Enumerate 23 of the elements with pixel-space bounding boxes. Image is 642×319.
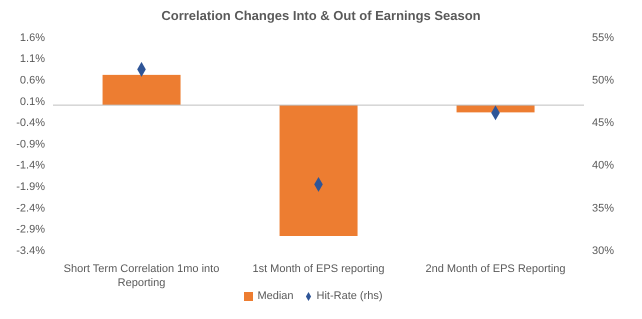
- y2-tick-label: 40%: [592, 160, 614, 172]
- y-tick-label: -0.4%: [16, 117, 46, 130]
- y-tick-label: -2.4%: [16, 202, 46, 214]
- y2-tick-label: 35%: [592, 202, 614, 214]
- y-tick-label: -1.9%: [16, 181, 46, 194]
- y-tick-label: 1.6%: [20, 32, 46, 44]
- y2-tick-label: 55%: [592, 32, 614, 44]
- y-tick-label: 1.1%: [20, 53, 46, 66]
- x-tick-label: 2nd Month of EPS Reporting: [425, 263, 566, 275]
- y-tick-label: -3.4%: [16, 244, 46, 257]
- legend-label: Hit-Rate (rhs): [316, 290, 383, 302]
- y2-tick-label: 50%: [592, 74, 614, 87]
- x-tick-label: 1st Month of EPS reporting: [252, 263, 385, 275]
- y-tick-label: -2.9%: [16, 224, 46, 236]
- y2-tick-label: 30%: [592, 244, 614, 257]
- y-tick-label: -1.4%: [16, 160, 46, 172]
- legend-label: Median: [257, 290, 294, 302]
- x-tick-label: Short Term Correlation 1mo into Reporting: [64, 263, 220, 289]
- y-tick-label: 0.1%: [20, 96, 46, 108]
- y-tick-label: -0.9%: [16, 138, 46, 150]
- y2-tick-label: 45%: [592, 117, 614, 130]
- y-tick-label: 0.6%: [20, 74, 46, 87]
- chart-title: Correlation Changes Into & Out of Earnings Season: [160, 8, 482, 23]
